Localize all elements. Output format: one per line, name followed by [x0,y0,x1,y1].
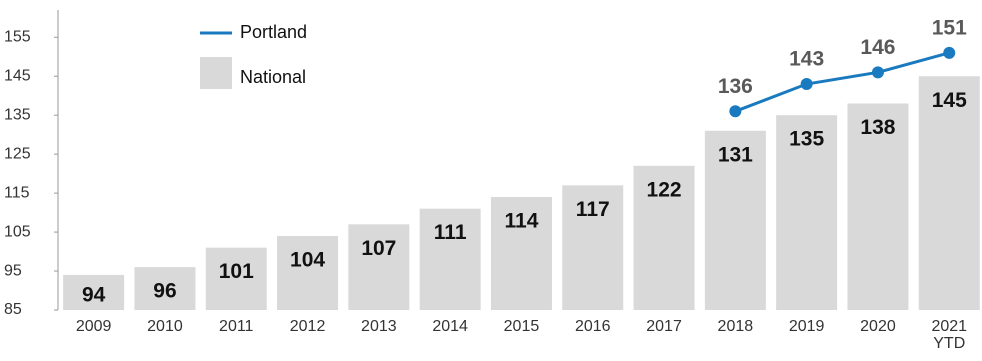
value-label: 96 [153,280,176,303]
value-label: 122 [647,178,682,201]
value-label: 107 [361,237,396,260]
bar [348,224,410,310]
y-tick-label: 135 [4,106,31,123]
legend-label: National [240,67,306,87]
value-label: 101 [219,260,254,283]
value-label: 136 [718,75,753,98]
point [871,66,884,79]
x-tick-label: 2021 YTD [931,318,968,352]
value-label: 94 [82,284,106,307]
x-tick-label: 2017 [646,318,682,335]
x-tick-label: 2020 [860,318,896,335]
value-label: 117 [576,198,610,221]
bar [704,130,766,310]
point [800,78,813,91]
bar [277,235,339,310]
bar [419,208,481,310]
y-tick-label: 115 [4,184,30,201]
x-tick-label: 2009 [75,318,112,335]
y-tick-label: 155 [4,28,31,45]
value-label: 111 [434,221,467,244]
y-tick-label: 105 [4,223,31,240]
y-tick-label: 145 [4,67,31,84]
value-label: 145 [932,89,967,112]
x-tick-label: 2018 [717,318,754,335]
value-label: 138 [860,116,895,139]
bar [134,267,196,310]
value-label: 143 [789,48,824,71]
value-label: 114 [505,210,539,233]
y-tick-label: 125 [4,145,31,162]
x-tick-label: 2012 [289,318,326,335]
point [729,105,742,118]
x-tick-label: 2016 [574,318,611,335]
value-label: 146 [860,36,895,59]
x-tick-label: 2011 [219,318,254,335]
x-tick-label: 2015 [503,318,540,335]
x-tick-label: 2013 [361,318,397,335]
y-tick-label: 95 [4,262,22,279]
value-label: 131 [718,143,753,166]
bar [205,247,267,310]
bar [63,274,125,310]
x-tick-label: 2010 [147,318,183,335]
x-tick-label: 2019 [788,318,825,335]
value-label: 104 [290,249,325,272]
bar [633,165,695,310]
legend-swatch [200,57,232,89]
value-label: 135 [789,128,824,151]
bar [847,103,909,310]
legend-label: Portland [240,22,307,42]
point [943,46,956,59]
bar [776,115,838,311]
y-tick-label: 85 [4,301,22,318]
bar [562,185,624,310]
value-label: 151 [932,16,967,39]
bar [490,197,552,310]
bar [918,76,980,310]
x-tick-label: 2014 [432,318,468,335]
line [734,51,950,113]
